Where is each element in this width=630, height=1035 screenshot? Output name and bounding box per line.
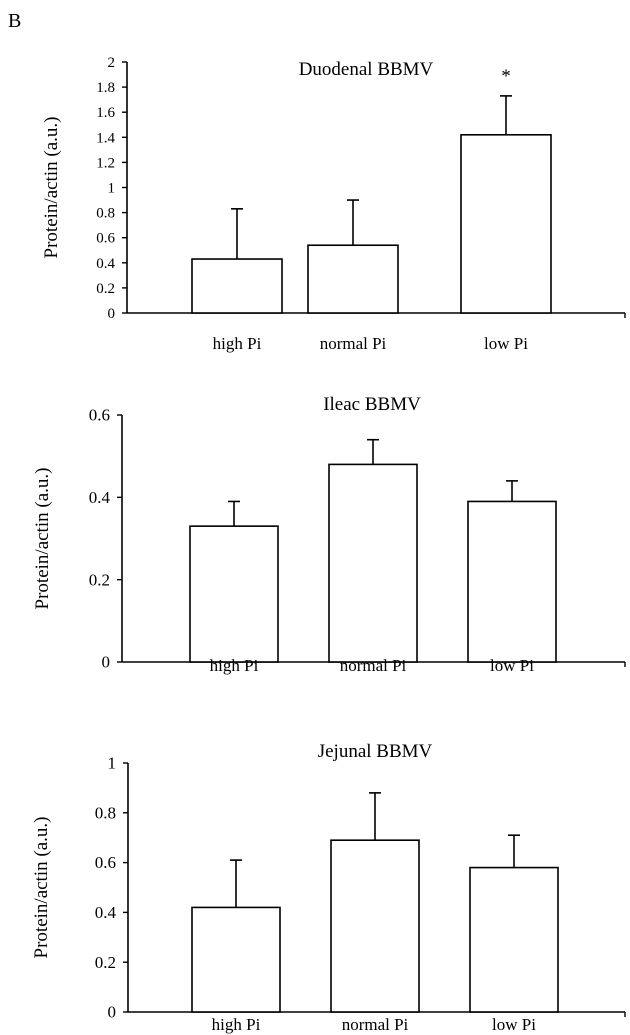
category-label: high Pi [212,1015,261,1034]
y-tick-label: 1 [108,180,116,196]
bar [328,463,418,663]
y-tick-label: 0.6 [96,231,115,247]
category-label: high Pi [213,334,262,353]
y-tick-label: 0 [102,653,111,672]
y-tick-label: 1.6 [96,105,115,121]
category-label: low Pi [484,334,528,353]
chart-title: Duodenal BBMV [299,59,434,80]
category-label: normal Pi [342,1015,409,1034]
bar [191,258,283,314]
chart-title: Jejunal BBMV [318,741,433,762]
y-tick-label: 1.2 [96,155,115,171]
category-label: low Pi [490,656,534,675]
category-label: high Pi [210,656,259,675]
y-tick-label: 0.6 [95,853,116,872]
y-tick-label: 0.8 [95,803,116,822]
y-tick-label: 0.4 [95,903,117,922]
y-tick-label: 0 [108,1003,117,1022]
category-label: normal Pi [320,334,387,353]
bar [460,133,552,314]
category-label: low Pi [492,1015,536,1034]
bar [467,500,557,663]
y-tick-label: 1.8 [96,80,115,96]
panel-label: B [8,10,22,32]
significance-marker: * [501,66,511,87]
y-tick-label: 2 [108,55,116,71]
chart-1: 0 0.2 0.4 0.6 0.8 1 1.2 1.4 1.6 1.8 2 high Pi normal… [41,55,626,353]
bar [330,839,420,1013]
bar [189,525,279,663]
y-tick-label: 0.4 [96,256,115,272]
y-tick-label: 0.6 [89,406,110,425]
chart-3: 0 0.2 0.4 0.6 0.8 1 high Pi normal Pi low Pi Jeju… [31,741,626,1034]
chart-2: 0 0.2 0.4 0.6 high Pi normal Pi low Pi Ileac BB… [32,394,626,675]
y-tick-label: 0 [108,306,116,322]
bar [191,906,281,1013]
y-tick-label: 0.2 [95,953,116,972]
y-tick-label: 0.4 [89,488,111,507]
bar [307,244,399,314]
category-label: normal Pi [340,656,407,675]
y-axis-label: Protein/actin (a.u.) [41,117,62,259]
bar [469,866,559,1013]
y-tick-label: 0.8 [96,206,115,222]
y-axis-label: Protein/actin (a.u.) [32,468,53,610]
y-tick-label: 1.4 [96,130,115,146]
y-axis-label: Protein/actin (a.u.) [31,817,52,959]
y-tick-label: 0.2 [89,570,110,589]
y-tick-label: 0.2 [96,281,115,297]
chart-title: Ileac BBMV [323,394,421,415]
y-tick-label: 1 [108,754,117,773]
